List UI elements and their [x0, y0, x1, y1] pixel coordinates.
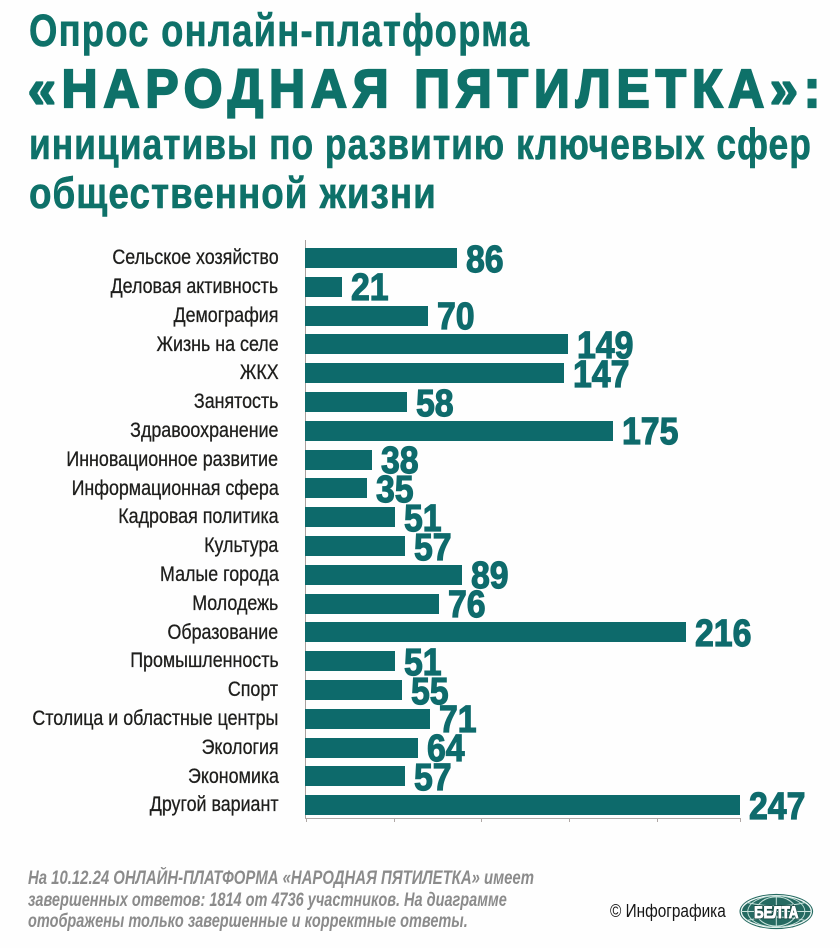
svg-text:БЕЛТА: БЕЛТА [754, 904, 798, 923]
svg-text:БЕЛТА: БЕЛТА [754, 904, 798, 923]
